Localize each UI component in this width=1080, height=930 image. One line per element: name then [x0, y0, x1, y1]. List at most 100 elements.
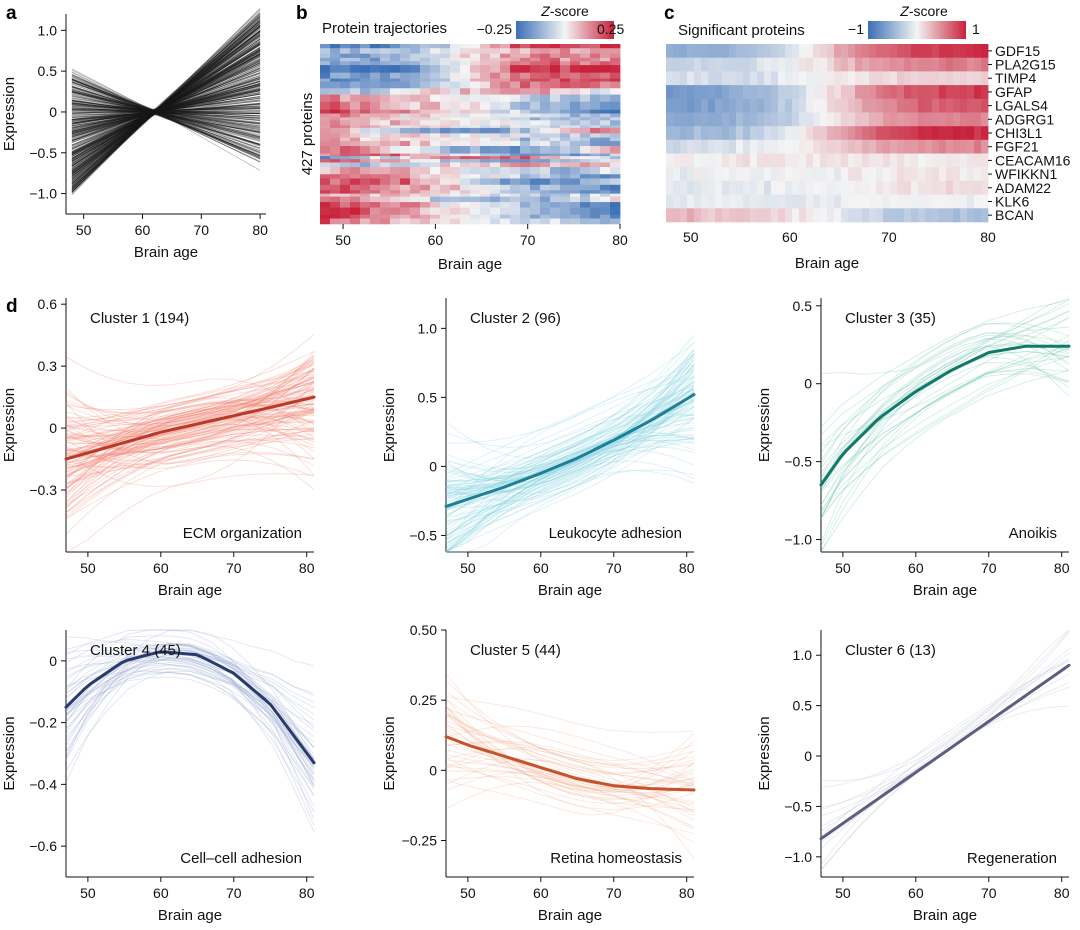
heatmap-cell — [610, 174, 621, 179]
heatmap-cell — [694, 208, 702, 223]
heatmap-cell — [490, 162, 501, 168]
protein-trajectory — [71, 100, 261, 121]
heatmap-cell — [320, 88, 331, 95]
member-trajectory — [65, 429, 315, 535]
heatmap-cell — [410, 214, 421, 219]
heatmap-cell — [918, 167, 926, 182]
heatmap-cell — [350, 196, 361, 203]
heatmap-cell — [570, 202, 581, 208]
heatmap-cell — [862, 126, 870, 141]
heatmap-cell — [330, 94, 341, 103]
heatmap-cell — [590, 162, 601, 168]
member-trajectory — [65, 381, 315, 491]
heatmap-cell — [480, 184, 491, 191]
heatmap-cell — [848, 167, 856, 182]
heatmap-cell — [570, 153, 581, 157]
heatmap-cell — [340, 94, 351, 103]
heatmap-cell — [792, 112, 800, 127]
heatmap-cell — [925, 208, 933, 223]
heatmap-cell — [722, 57, 730, 72]
heatmap-cell — [694, 71, 702, 86]
heatmap-cell — [370, 125, 381, 129]
member-trajectory — [445, 350, 695, 508]
heatmap-cell — [757, 153, 765, 168]
heatmap-cell — [827, 126, 835, 141]
heatmap-cell — [600, 174, 611, 179]
heatmap-cell — [400, 178, 411, 186]
protein-trajectory — [71, 75, 261, 138]
protein-trajectory — [71, 42, 261, 173]
heatmap-cell — [799, 44, 807, 58]
member-trajectory — [445, 741, 695, 787]
heatmap-cell — [939, 208, 947, 223]
heatmap-cell — [480, 65, 491, 73]
member-trajectory — [445, 356, 695, 553]
heatmap-cell — [911, 126, 919, 141]
member-trajectory — [820, 335, 1070, 490]
heatmap-cell — [430, 146, 441, 154]
protein-trajectory — [71, 108, 261, 114]
heatmap-cell — [380, 72, 391, 79]
member-trajectory — [65, 373, 315, 424]
heatmap-cell — [820, 180, 828, 195]
heatmap-cell — [330, 167, 341, 175]
heatmap-cell — [470, 137, 481, 142]
heatmap-cell — [743, 139, 751, 154]
heatmap-cell — [673, 139, 681, 154]
heatmap-cell — [330, 61, 341, 66]
heatmap-cell — [450, 174, 461, 179]
heatmap-cell — [460, 214, 471, 219]
y-tick-label: −1.0 — [784, 849, 812, 865]
protein-trajectory — [71, 51, 261, 157]
protein-trajectory — [71, 86, 261, 134]
member-trajectory — [445, 433, 695, 545]
heatmap-cell — [370, 81, 381, 89]
heatmap-cell — [470, 125, 481, 129]
heatmap-cell — [806, 98, 814, 113]
heatmap-cell — [510, 137, 521, 142]
protein-trajectory — [71, 23, 261, 183]
heatmap-cell — [687, 98, 695, 113]
heatmap-cell — [380, 140, 391, 147]
heatmap-cell — [743, 194, 751, 209]
heatmap-cell — [610, 120, 621, 126]
protein-trajectory — [71, 96, 261, 120]
y-tick-label: −1.0 — [29, 186, 57, 202]
protein-trajectory — [71, 86, 261, 136]
protein-trajectory — [71, 7, 261, 192]
protein-trajectory — [71, 42, 261, 167]
heatmap-cell — [757, 85, 765, 100]
heatmap-cell — [530, 178, 541, 186]
heatmap-cell — [470, 109, 481, 114]
heatmap-cell — [855, 98, 863, 113]
x-axis-label: Brain age — [158, 582, 222, 599]
heatmap-cell — [510, 196, 521, 203]
protein-trajectory — [71, 15, 261, 193]
heatmap-cell — [450, 113, 461, 118]
heatmap-cell — [666, 126, 674, 141]
protein-trajectory — [71, 12, 261, 192]
heatmap-cell — [834, 112, 842, 127]
heatmap-cell — [834, 98, 842, 113]
heatmap-cell — [673, 44, 681, 58]
heatmap-cell — [520, 109, 531, 114]
heatmap-cell — [470, 159, 481, 163]
member-trajectory — [820, 299, 1070, 488]
protein-trajectory — [71, 19, 261, 187]
heatmap-cell — [799, 194, 807, 209]
heatmap-cell — [540, 88, 551, 95]
heatmap-cell — [370, 190, 381, 194]
heatmap-cell — [848, 98, 856, 113]
colorbar-b-min: −0.25 — [477, 21, 513, 37]
heatmap-cell — [600, 109, 611, 114]
heatmap-cell — [540, 81, 551, 89]
heatmap-cell — [550, 167, 561, 175]
member-trajectory — [445, 390, 695, 524]
heatmap-cell — [855, 208, 863, 223]
member-trajectory — [820, 705, 1070, 827]
heatmap-cell — [680, 180, 688, 195]
protein-trajectory — [71, 79, 261, 156]
colorbar-c-max: 1 — [972, 21, 980, 37]
heatmap-cell — [400, 53, 411, 59]
heatmap-cell — [330, 214, 341, 219]
